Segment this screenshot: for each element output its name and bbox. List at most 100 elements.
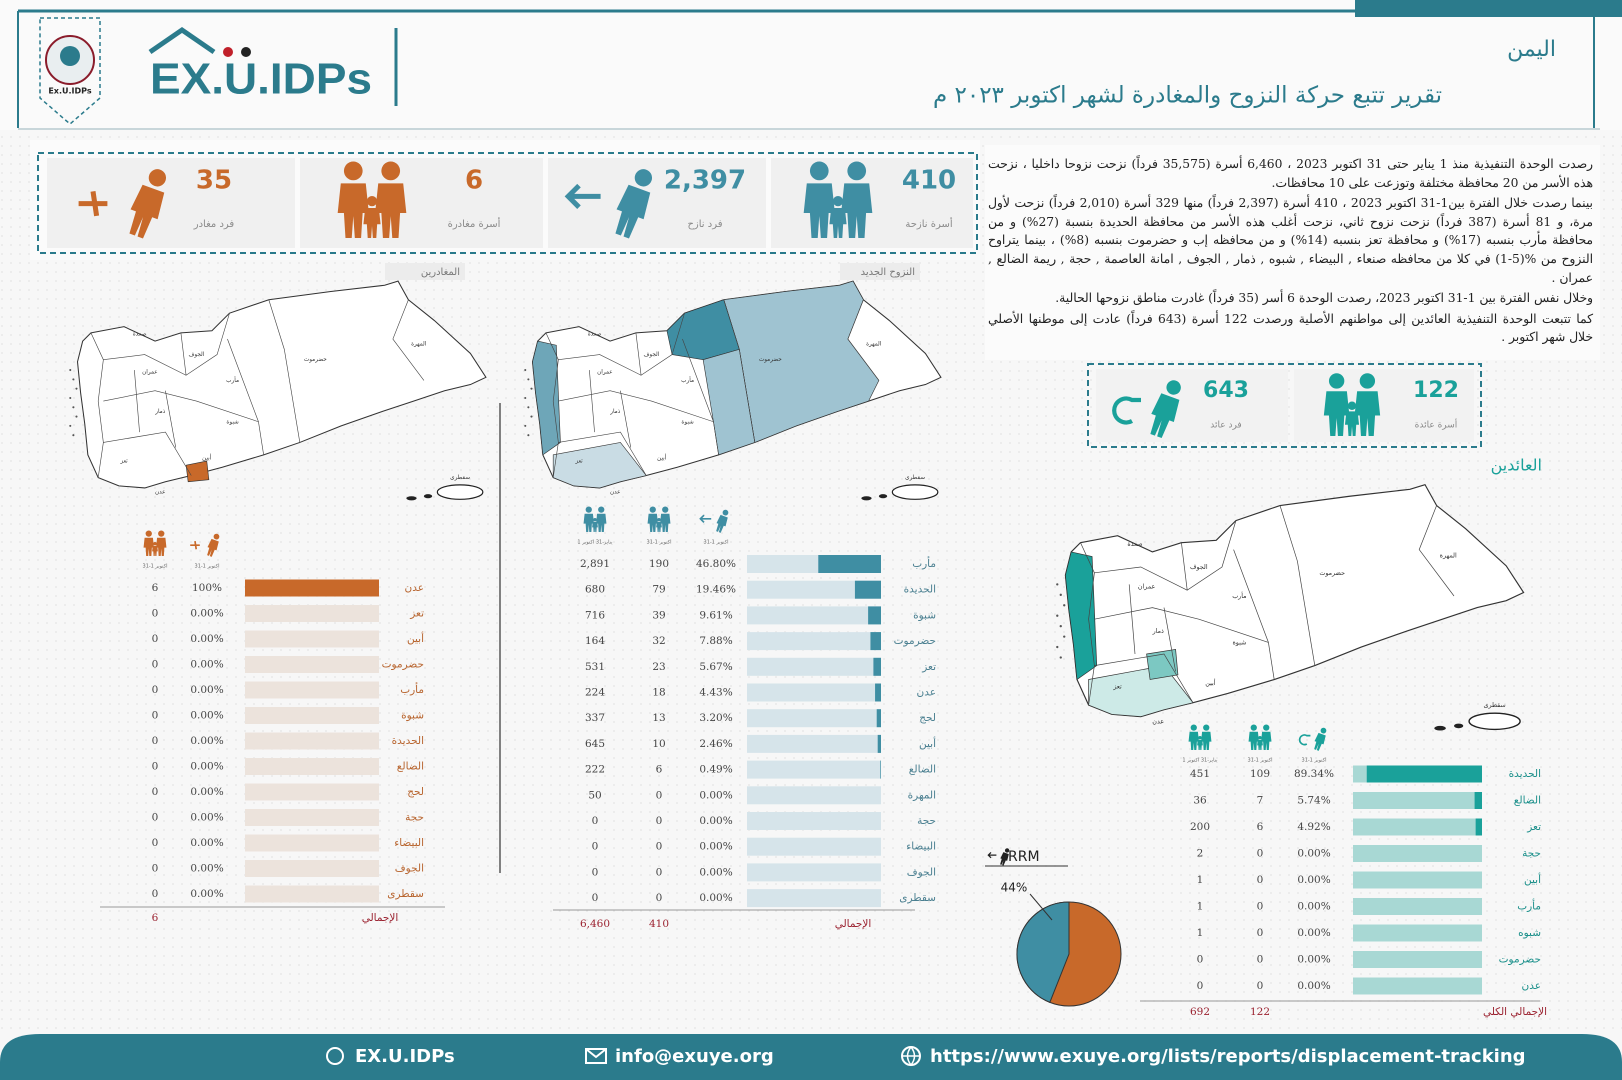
bar-track	[747, 889, 881, 908]
cell: 1	[1197, 927, 1204, 939]
map-boundary	[392, 299, 425, 381]
row-name: الجوف	[907, 866, 936, 878]
cell: 451	[1190, 768, 1210, 780]
map-island	[1059, 625, 1062, 628]
total-value: 6,460	[580, 918, 610, 930]
row-name: الضالع	[1514, 795, 1541, 807]
icon-body	[1248, 731, 1259, 750]
cell: 0	[1197, 954, 1204, 966]
row-name: حجة	[1522, 848, 1541, 860]
icon-body	[152, 545, 158, 556]
map-boundary	[847, 299, 880, 381]
cell: 0	[152, 659, 159, 671]
icon-person	[129, 169, 167, 239]
icon-body	[1354, 391, 1381, 436]
icon-copyright	[326, 1047, 344, 1065]
icon-head	[1258, 735, 1262, 740]
icon-head	[662, 506, 669, 513]
paragraph: وخلال نفس الفترة بين 1-31 اكتوبر 2023، ر…	[1055, 291, 1593, 306]
cell: 716	[585, 609, 605, 621]
row-name: حضرموت	[1499, 954, 1541, 966]
paragraph: بينما رصدت خلال الفترة بين1-31 اكتوبر 20…	[988, 196, 1594, 285]
cell: 2	[1197, 848, 1204, 860]
icon-head	[1320, 727, 1327, 734]
icon-head	[649, 506, 656, 513]
icon-person	[647, 506, 658, 532]
cell: 0.00%	[699, 866, 732, 878]
icon-person	[1150, 380, 1181, 439]
icon-body	[829, 207, 847, 238]
kpi-cell	[1294, 369, 1474, 442]
map-boundary	[90, 332, 104, 478]
icon-person	[152, 541, 158, 556]
cell: 531	[585, 661, 605, 673]
icon-head	[381, 161, 401, 181]
kpi-label: أسرة مغادرة	[448, 217, 501, 230]
map-boundary	[589, 370, 595, 433]
country: اليمن	[1507, 37, 1556, 62]
icon-body	[583, 513, 594, 532]
cell: 0	[152, 710, 159, 722]
cell: 2,891	[580, 558, 610, 570]
icon-body	[803, 183, 835, 238]
map-island	[527, 406, 530, 409]
bar-track	[1353, 871, 1482, 889]
icon-body	[615, 184, 651, 239]
row-name: أبين	[407, 631, 424, 645]
icon-arrow	[987, 851, 997, 859]
cell: 89.34%	[1294, 768, 1334, 780]
icon-person	[716, 509, 729, 533]
pie-leader	[1029, 893, 1053, 921]
icon-arrow	[699, 514, 712, 523]
map-boundary	[268, 299, 301, 443]
footer-band	[0, 1034, 1622, 1080]
report-title: تقرير تتبع حركة النزوح والمغادرة لشهر اك…	[933, 83, 1442, 109]
map-label: مأرب	[1232, 591, 1246, 600]
logo-text: EX.U.IDPs	[150, 55, 372, 104]
column-caption: 1 يناير-31 اكتوبر	[1182, 758, 1218, 764]
map-boundary	[558, 431, 647, 476]
bar	[880, 760, 881, 779]
map-boundary	[227, 338, 264, 455]
map-island	[878, 494, 888, 499]
icon-body	[1000, 852, 1009, 866]
row-name: الجوف	[395, 863, 424, 875]
icon-head	[1347, 401, 1357, 410]
icon-body	[592, 521, 598, 532]
cell: 5.67%	[699, 661, 732, 673]
row-name: الضالع	[909, 764, 936, 776]
icon-globe	[902, 1046, 920, 1067]
map-boundary	[1080, 542, 1095, 706]
map-boundary	[558, 354, 642, 376]
cell: 0	[1257, 954, 1264, 966]
map-island	[530, 415, 533, 418]
cell: 0	[592, 866, 599, 878]
icon-body	[129, 184, 165, 239]
map-island	[1056, 614, 1059, 617]
bar-track	[245, 809, 379, 826]
kpi-value: 35	[196, 166, 232, 196]
bar-track	[1353, 924, 1482, 942]
icon-person	[1323, 373, 1350, 436]
icon-head	[1203, 724, 1210, 731]
map-label: ذمار	[154, 409, 166, 415]
map-label: مأرب	[226, 376, 239, 384]
icon-head	[809, 161, 829, 181]
icon-person	[1261, 724, 1272, 750]
icon-body	[660, 513, 671, 532]
map-title-box	[840, 263, 920, 280]
icon-body	[656, 521, 662, 532]
icon-head	[832, 195, 844, 207]
map-island	[72, 434, 75, 437]
row-name: المهرة	[908, 789, 936, 801]
bar	[1366, 765, 1482, 783]
map-region	[185, 460, 210, 483]
column-caption: 31-1 اكتوبر	[143, 564, 168, 570]
icon-body	[207, 538, 219, 557]
row-name: لحج	[919, 712, 936, 724]
icon-head	[213, 533, 220, 540]
kpi-cell	[771, 158, 973, 248]
column-caption: 31-1 اكتوبر	[1302, 758, 1327, 764]
map-label: حضرموت	[304, 357, 327, 363]
cell: 0	[592, 815, 599, 827]
